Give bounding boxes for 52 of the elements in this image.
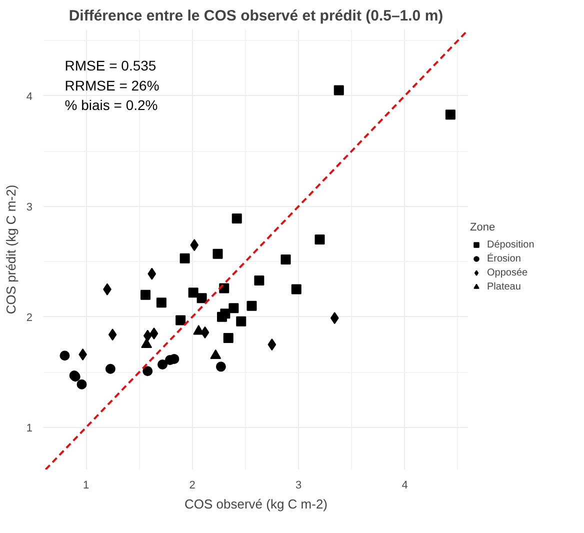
- point: [330, 312, 339, 324]
- point: [176, 315, 186, 326]
- x-tick-label: 2: [189, 480, 196, 492]
- annotation: RMSE = 0.535: [64, 58, 156, 74]
- annotation: % biais = 0.2%: [64, 97, 158, 114]
- legend-label: Érosion: [487, 252, 521, 264]
- y-axis-title: COS prédit (kg C m-2): [3, 184, 18, 314]
- point: [158, 359, 168, 370]
- point: [60, 350, 70, 361]
- point: [148, 268, 156, 280]
- point: [150, 328, 158, 340]
- y-tick-label: 1: [26, 422, 33, 434]
- point: [254, 275, 264, 286]
- point: [228, 303, 239, 314]
- point: [105, 364, 116, 374]
- point: [156, 298, 166, 308]
- point: [212, 248, 223, 259]
- point: [180, 253, 190, 264]
- point: [334, 85, 344, 96]
- point: [220, 308, 230, 319]
- y-tick-label: 2: [26, 312, 33, 324]
- x-tick-label: 3: [295, 480, 302, 492]
- point: [190, 239, 199, 252]
- point: [291, 284, 302, 294]
- point: [314, 234, 325, 245]
- x-axis-title: COS observé (kg C m-2): [184, 496, 328, 512]
- y-tick-label: 3: [26, 201, 33, 214]
- point: [236, 316, 246, 326]
- point: [76, 379, 87, 390]
- legend-label: Déposition: [487, 238, 534, 250]
- annotation: RRMSE = 26%: [64, 77, 160, 94]
- point: [268, 338, 276, 351]
- point: [142, 366, 153, 376]
- point: [216, 362, 226, 372]
- chart-title: Différence entre le COS observé et prédit (0.5–1.0 m): [68, 8, 444, 24]
- x-tick-label: 1: [82, 480, 90, 492]
- point: [210, 349, 222, 360]
- point: [188, 288, 198, 298]
- legend-title: Zone: [470, 222, 496, 234]
- point: [196, 293, 207, 304]
- x-tick-label: 4: [402, 480, 408, 492]
- y-tick-label: 4: [26, 90, 33, 103]
- point: [445, 110, 456, 120]
- point: [246, 300, 257, 311]
- point: [140, 290, 150, 300]
- legend-label: Opposée: [487, 266, 528, 278]
- legend-label: Plateau: [487, 280, 521, 292]
- point: [108, 328, 117, 341]
- point: [232, 214, 242, 224]
- point: [280, 254, 291, 264]
- point: [169, 354, 180, 364]
- point: [223, 332, 234, 343]
